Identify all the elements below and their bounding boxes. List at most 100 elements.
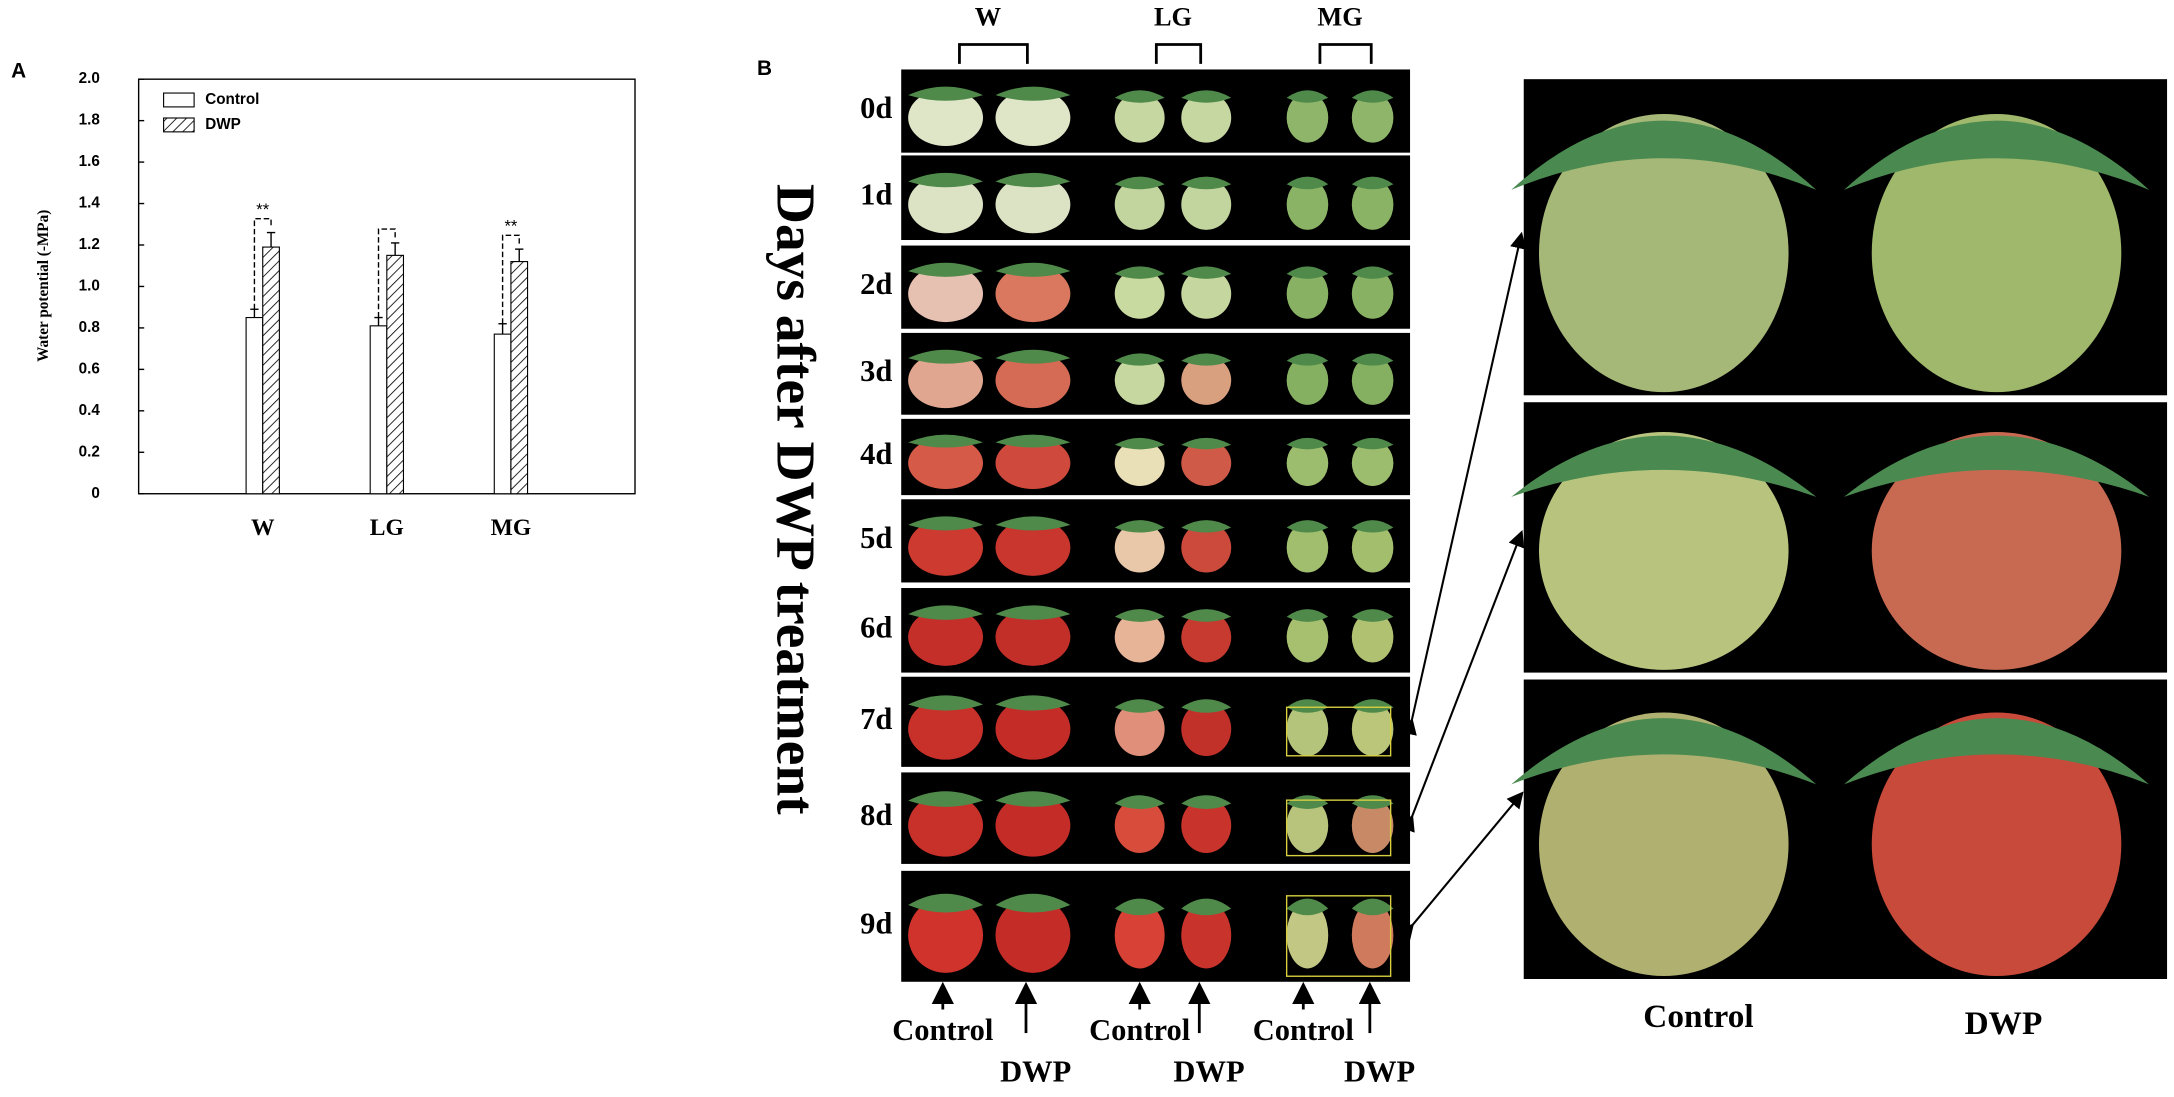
calyx bbox=[1181, 699, 1232, 713]
calyx bbox=[1844, 718, 2150, 785]
strawberry bbox=[1286, 355, 1329, 405]
calyx bbox=[908, 893, 984, 913]
row-label: 9d bbox=[860, 906, 892, 940]
strawberry bbox=[995, 352, 1071, 409]
calyx bbox=[1114, 520, 1165, 533]
strawberry bbox=[1871, 431, 2122, 670]
calyx bbox=[1181, 520, 1232, 533]
calyx bbox=[995, 86, 1071, 101]
calyx bbox=[908, 262, 984, 277]
bar bbox=[510, 261, 529, 495]
calyx bbox=[1351, 609, 1394, 622]
calyx bbox=[995, 172, 1071, 188]
strawberry bbox=[1286, 440, 1329, 486]
strawberry bbox=[908, 265, 984, 323]
calyx bbox=[908, 172, 984, 188]
row-label: 6d bbox=[860, 610, 892, 644]
calyx bbox=[1114, 90, 1165, 103]
strawberry bbox=[1181, 440, 1232, 486]
strawberry bbox=[908, 89, 984, 147]
calyx bbox=[908, 791, 984, 807]
calyx bbox=[908, 605, 984, 620]
x-tick-label: W bbox=[251, 515, 275, 541]
callout-arrow bbox=[1400, 231, 1527, 736]
strawberry bbox=[908, 175, 984, 234]
strawberry bbox=[1286, 701, 1329, 757]
bottom-label: Control bbox=[1089, 1013, 1190, 1047]
strawberry bbox=[995, 437, 1071, 490]
strawberry bbox=[1114, 901, 1165, 969]
calyx bbox=[1114, 898, 1165, 916]
calyx bbox=[908, 434, 984, 448]
bar bbox=[369, 325, 388, 495]
column-header: W bbox=[975, 3, 1001, 32]
strawberry bbox=[1351, 522, 1394, 573]
bottom-label: Control bbox=[1253, 1013, 1354, 1047]
significance-bracket bbox=[501, 234, 520, 324]
calyx bbox=[1511, 435, 1817, 497]
legend-swatch bbox=[163, 92, 195, 108]
bracket bbox=[1318, 43, 1373, 64]
highlight-box bbox=[1285, 895, 1392, 977]
strawberry bbox=[1871, 113, 2122, 393]
strawberry bbox=[908, 897, 984, 973]
strawberry bbox=[995, 698, 1071, 760]
calyx bbox=[1351, 898, 1394, 916]
strawberry bbox=[1538, 431, 1789, 670]
strawberry bbox=[995, 794, 1071, 857]
calyx bbox=[1351, 176, 1394, 190]
strawberry bbox=[908, 794, 984, 857]
x-tick-label: LG bbox=[370, 515, 404, 541]
y-tick-label: 0.4 bbox=[79, 402, 101, 419]
calyx bbox=[1181, 795, 1232, 810]
calyx bbox=[908, 349, 984, 364]
calyx bbox=[1286, 437, 1329, 450]
row-label: 4d bbox=[860, 437, 892, 471]
significance-bracket bbox=[377, 228, 396, 318]
bar bbox=[386, 254, 405, 495]
calyx bbox=[1181, 176, 1232, 190]
strawberry bbox=[1114, 179, 1165, 230]
y-tick-label: 0.2 bbox=[79, 443, 100, 460]
strawberry bbox=[1114, 701, 1165, 757]
strawberry bbox=[1181, 901, 1232, 969]
calyx bbox=[908, 516, 984, 531]
strawberry bbox=[908, 698, 984, 760]
panel-label: B bbox=[757, 57, 772, 80]
calyx bbox=[1286, 266, 1329, 279]
calyx bbox=[1114, 609, 1165, 622]
strawberry bbox=[1286, 611, 1329, 663]
strawberry bbox=[1114, 522, 1165, 573]
calyx bbox=[1351, 437, 1394, 450]
calyx bbox=[1286, 520, 1329, 533]
calyx bbox=[1114, 795, 1165, 810]
strawberry bbox=[1538, 712, 1789, 977]
zoom-label: Control bbox=[1643, 998, 1753, 1035]
bar bbox=[262, 246, 280, 495]
strawberry bbox=[1351, 798, 1394, 853]
y-tick-label: 1.6 bbox=[79, 153, 100, 170]
callout-arrow bbox=[1399, 530, 1525, 833]
calyx bbox=[995, 695, 1071, 711]
legend-label: DWP bbox=[205, 116, 241, 133]
strawberry bbox=[995, 265, 1071, 323]
calyx bbox=[995, 434, 1071, 448]
calyx bbox=[995, 605, 1071, 620]
row-label: 3d bbox=[860, 354, 892, 388]
strawberry bbox=[908, 519, 984, 576]
strawberry bbox=[1114, 798, 1165, 853]
strawberry bbox=[1351, 611, 1394, 663]
calyx bbox=[995, 262, 1071, 277]
calyx bbox=[1286, 90, 1329, 103]
strawberry bbox=[1351, 92, 1394, 143]
strawberry bbox=[995, 608, 1071, 666]
strawberry bbox=[1286, 522, 1329, 573]
y-tick-label: 2.0 bbox=[79, 70, 100, 87]
calyx bbox=[1351, 795, 1394, 810]
calyx bbox=[1511, 120, 1817, 190]
calyx bbox=[1286, 795, 1329, 810]
calyx bbox=[1286, 176, 1329, 190]
column-header: LG bbox=[1154, 3, 1192, 32]
strawberry bbox=[995, 175, 1071, 234]
